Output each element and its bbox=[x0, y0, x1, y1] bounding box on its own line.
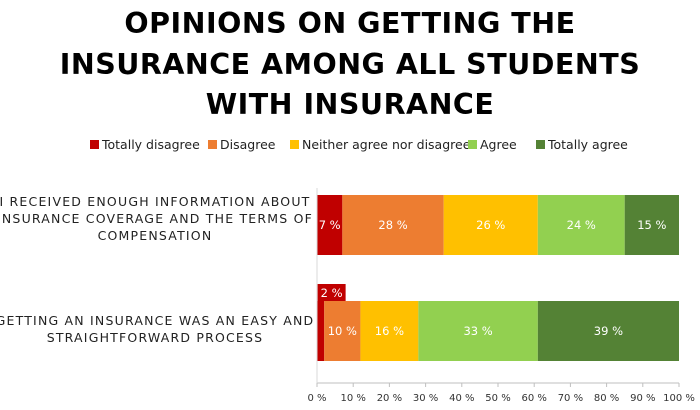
bar-segment bbox=[317, 195, 343, 255]
chart-title-line: WITH INSURANCE bbox=[206, 88, 495, 121]
category-label: INSURANCE COVERAGE AND THE TERMS OF bbox=[0, 211, 313, 226]
legend: Totally disagree Disagree Neither agree no… bbox=[90, 137, 628, 152]
x-tick-label: 100 % bbox=[663, 393, 695, 404]
data-label: 26 % bbox=[476, 218, 505, 232]
legend-swatch bbox=[290, 140, 299, 149]
bar-segment bbox=[418, 301, 538, 361]
category-label: GETTING AN INSURANCE WAS AN EASY AND bbox=[0, 313, 314, 328]
legend-swatch bbox=[536, 140, 545, 149]
category-label: STRAIGHTFORWARD PROCESS bbox=[47, 330, 264, 345]
x-tick-label: 20 % bbox=[377, 393, 402, 404]
x-tick-label: 70 % bbox=[558, 393, 583, 404]
data-label: 10 % bbox=[328, 324, 357, 338]
x-tick-label: 90 % bbox=[630, 393, 655, 404]
bar-segment bbox=[624, 195, 679, 255]
category-label: I RECEIVED ENOUGH INFORMATION ABOUT bbox=[0, 194, 311, 209]
bar-segment bbox=[317, 301, 325, 361]
bars: 7 % 28 % 26 % 24 % 15 % 2 % 10 % 16 % 33 % 39 % bbox=[317, 195, 679, 361]
legend-swatch bbox=[468, 140, 477, 149]
x-tick-label: 60 % bbox=[521, 393, 546, 404]
bar-segment bbox=[360, 301, 419, 361]
chart-title: OPINIONS ON GETTING THE INSURANCE AMONG A… bbox=[60, 7, 640, 121]
data-label: 24 % bbox=[567, 218, 596, 232]
x-tick-label: 30 % bbox=[413, 393, 438, 404]
bar-segment bbox=[324, 301, 361, 361]
data-label: 39 % bbox=[594, 324, 623, 338]
x-tick-label: 50 % bbox=[485, 393, 510, 404]
bar-segment bbox=[443, 195, 538, 255]
category-labels: I RECEIVED ENOUGH INFORMATION ABOUT INSUR… bbox=[0, 194, 314, 345]
data-label: 15 % bbox=[637, 218, 666, 232]
bar-segment bbox=[342, 195, 444, 255]
data-label: 16 % bbox=[375, 324, 404, 338]
x-tick-label: 80 % bbox=[594, 393, 619, 404]
legend-label: Neither agree nor disagree bbox=[302, 137, 471, 152]
x-tick-label: 40 % bbox=[449, 393, 474, 404]
data-label: 7 % bbox=[319, 218, 341, 232]
x-tick-label: 10 % bbox=[340, 393, 365, 404]
bar-segment bbox=[537, 301, 679, 361]
x-tick-label: 0 % bbox=[307, 393, 326, 404]
data-label: 33 % bbox=[463, 324, 492, 338]
data-label-callout bbox=[317, 284, 346, 301]
legend-label: Totally agree bbox=[547, 137, 628, 152]
chart-title-line: INSURANCE AMONG ALL STUDENTS bbox=[60, 48, 640, 81]
category-label: COMPENSATION bbox=[98, 228, 213, 243]
bar-segment bbox=[537, 195, 625, 255]
legend-swatch bbox=[90, 140, 99, 149]
legend-label: Disagree bbox=[220, 137, 276, 152]
data-label: 28 % bbox=[378, 218, 407, 232]
legend-label: Totally disagree bbox=[101, 137, 200, 152]
data-label: 2 % bbox=[321, 286, 343, 300]
x-axis: 0 % 10 % 20 % 30 % 40 % 50 % 60 % 70 % 80 % 90 % 1… bbox=[307, 188, 695, 404]
legend-label: Agree bbox=[480, 137, 517, 152]
chart-title-line: OPINIONS ON GETTING THE bbox=[124, 7, 575, 40]
legend-swatch bbox=[208, 140, 217, 149]
